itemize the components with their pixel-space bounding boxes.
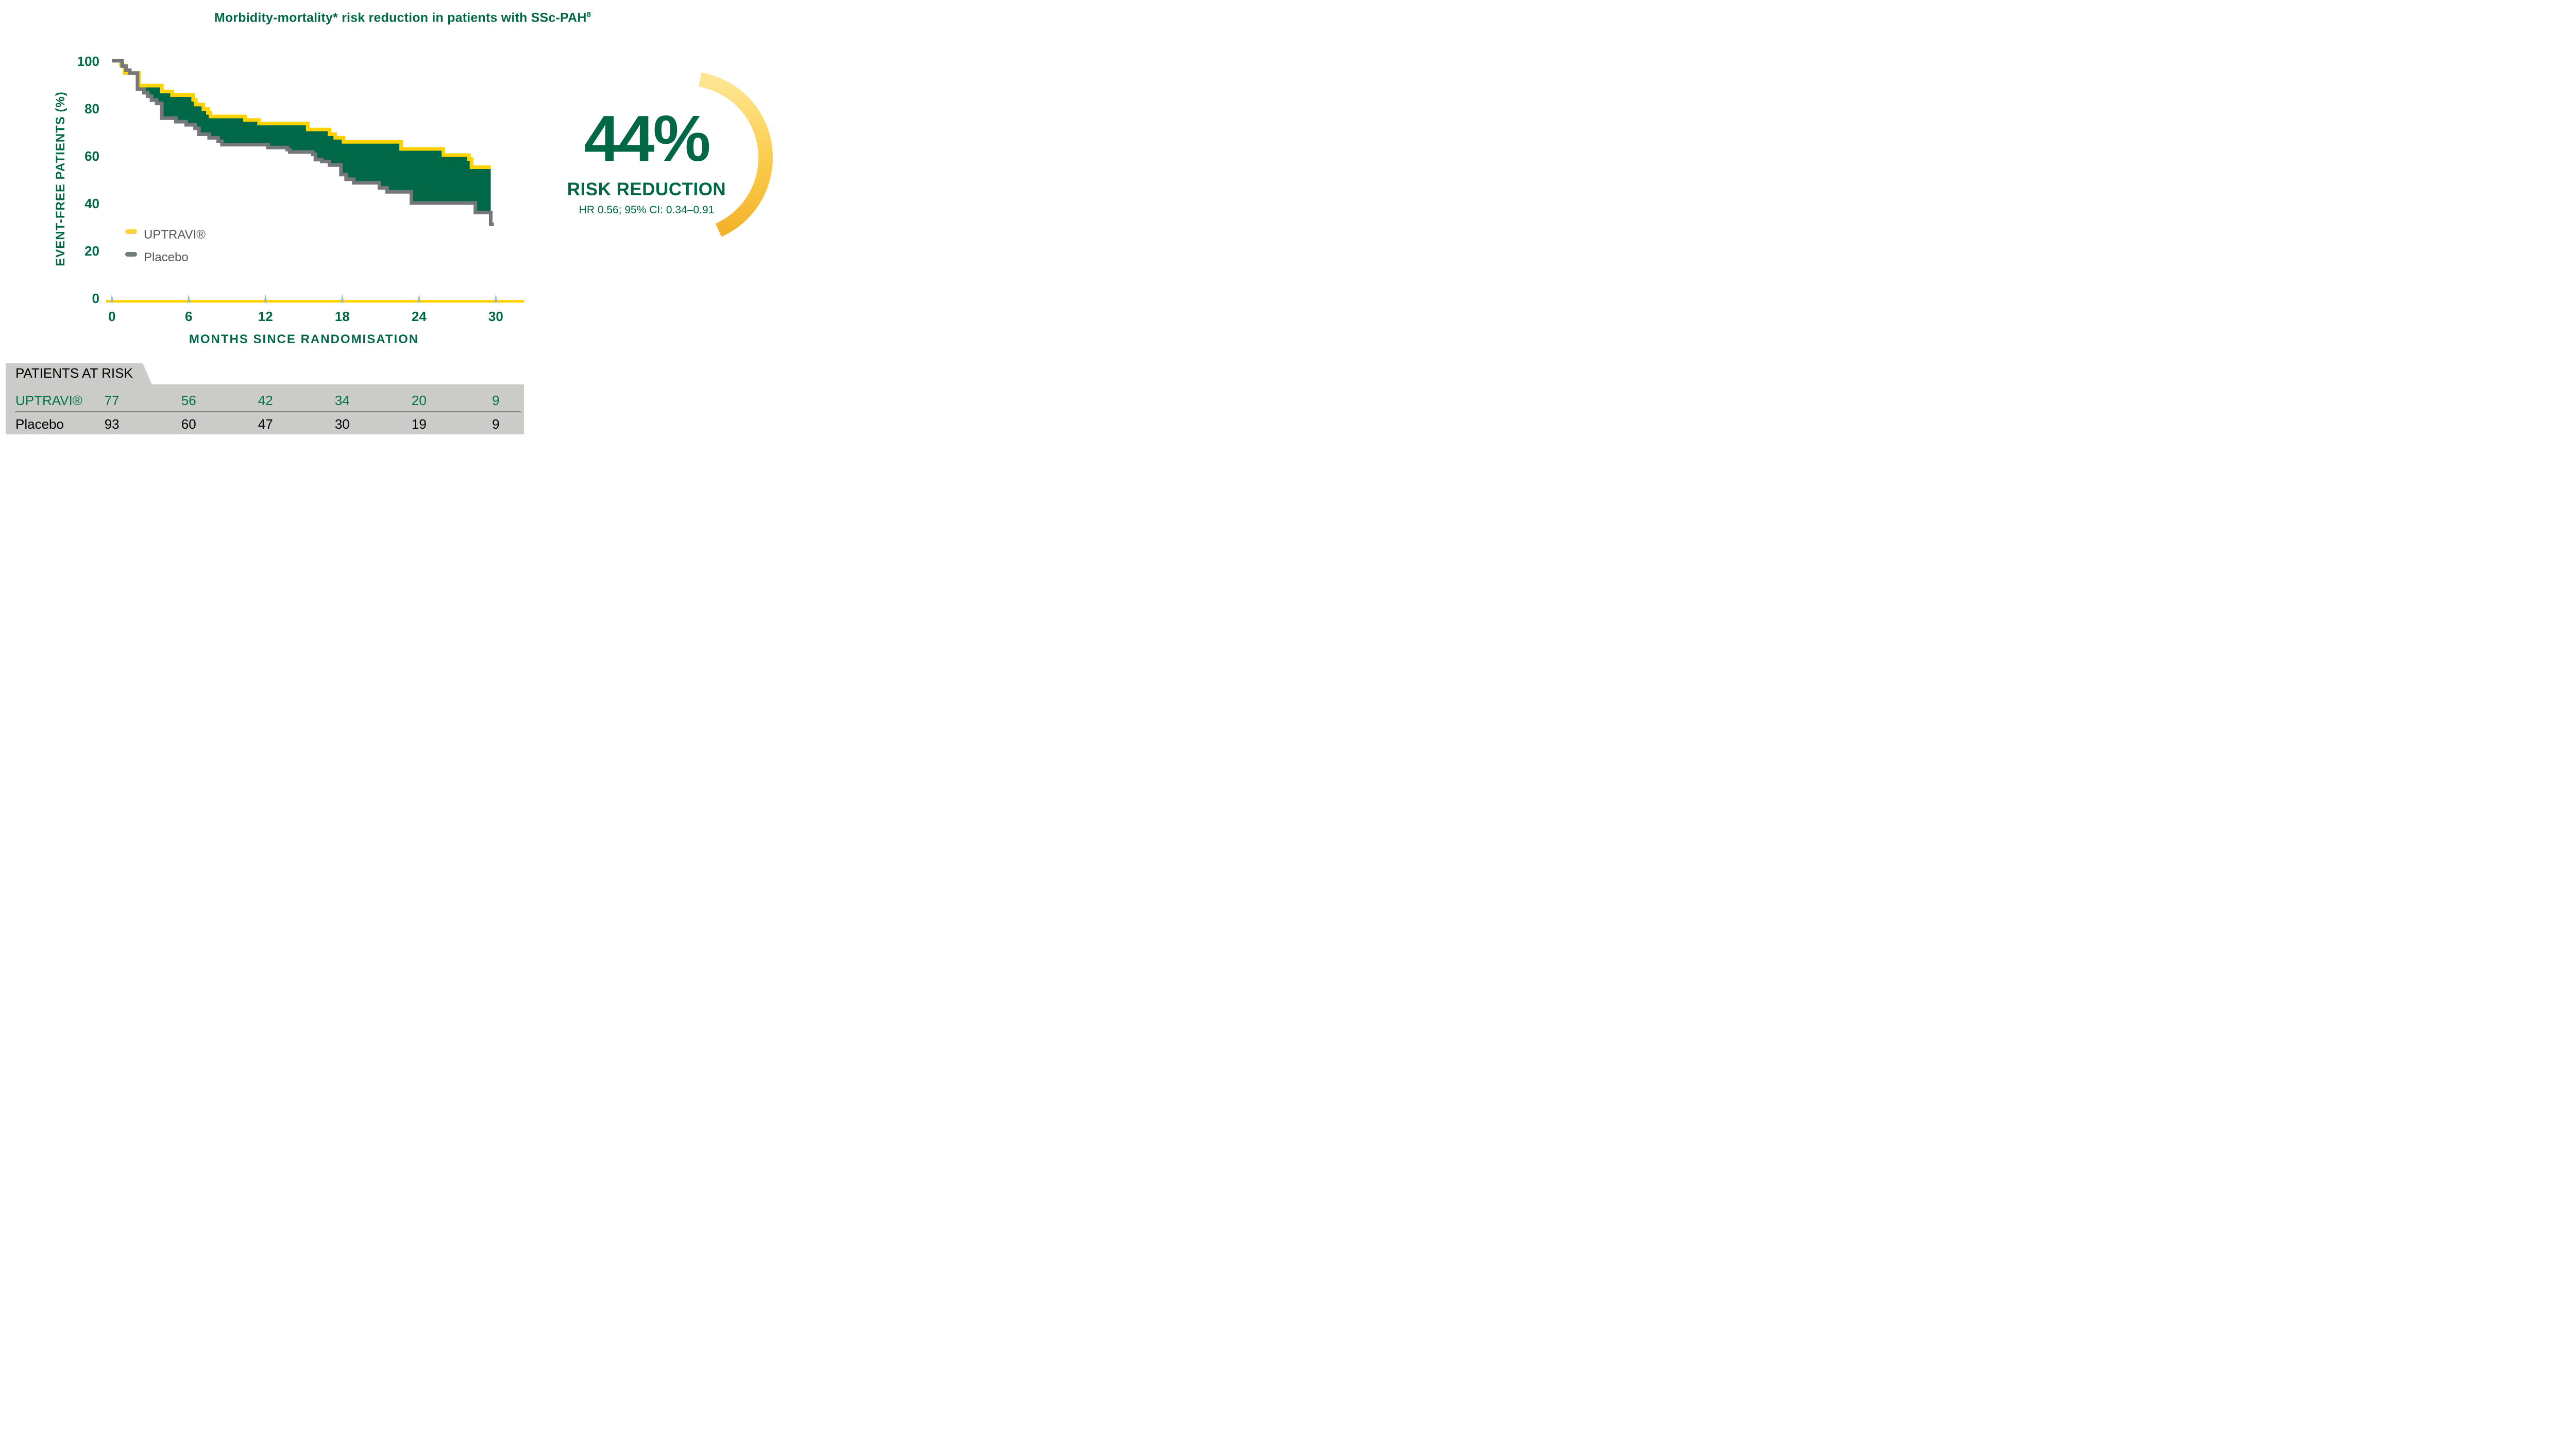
x-tick-label-24: 24 <box>411 309 427 324</box>
chart-title-superscript: 8 <box>586 10 591 19</box>
chart-title: Morbidity-mortality* risk reduction in p… <box>0 10 805 25</box>
risk-count-uptravi-month-24: 20 <box>411 393 427 408</box>
axis-tick-marker <box>263 294 267 303</box>
placebo-curve <box>112 59 494 226</box>
risk-count-uptravi-month-0: 77 <box>104 393 120 408</box>
x-tick-label-0: 0 <box>108 309 116 324</box>
risk-count-placebo-month-0: 93 <box>104 416 120 432</box>
risk-count-placebo-month-6: 60 <box>181 416 196 432</box>
axis-tick-marker <box>417 294 421 303</box>
y-tick-label-20: 20 <box>84 243 99 259</box>
chart-title-text: Morbidity-mortality* risk reduction in p… <box>214 10 587 25</box>
risk-count-placebo-month-30: 9 <box>492 416 500 432</box>
risk-reduction-label: RISK REDUCTION <box>567 179 726 199</box>
x-axis-title: MONTHS SINCE RANDOMISATION <box>189 332 419 346</box>
x-tick-label-6: 6 <box>185 309 193 324</box>
x-axis-bar <box>106 300 524 303</box>
risk-count-uptravi-month-30: 9 <box>492 393 500 408</box>
y-tick-label-60: 60 <box>84 148 99 164</box>
survival-chart <box>6 59 773 434</box>
axis-tick-marker <box>340 294 344 303</box>
y-tick-label-40: 40 <box>84 195 99 211</box>
risk-reduction-arc <box>699 72 773 237</box>
risk-count-placebo-month-12: 47 <box>258 416 273 432</box>
risk-row-label-uptravi: UPTRAVI® <box>15 393 82 408</box>
y-tick-label-100: 100 <box>77 53 99 69</box>
x-tick-label-18: 18 <box>334 309 350 324</box>
legend-label-uptravi: UPTRAVI® <box>144 228 206 242</box>
x-tick-label-30: 30 <box>488 309 503 324</box>
uptravi-curve <box>112 59 491 169</box>
axis-tick-marker <box>494 294 498 303</box>
y-tick-label-80: 80 <box>84 100 99 116</box>
risk-count-placebo-month-18: 30 <box>334 416 350 432</box>
legend-swatch-placebo <box>125 252 137 257</box>
axis-tick-marker <box>110 294 114 303</box>
legend-label-placebo: Placebo <box>144 250 189 264</box>
risk-row-label-placebo: Placebo <box>15 416 64 432</box>
legend-swatch-uptravi <box>125 229 137 234</box>
patients-at-risk-header: PATIENTS AT RISK <box>15 365 133 381</box>
y-axis-title: EVENT-FREE PATIENTS (%) <box>54 91 67 266</box>
x-tick-label-12: 12 <box>258 309 273 324</box>
risk-count-uptravi-month-12: 42 <box>258 393 273 408</box>
infographic-canvas: Morbidity-mortality* risk reduction in p… <box>0 0 805 453</box>
risk-count-uptravi-month-6: 56 <box>181 393 196 408</box>
y-tick-label-0: 0 <box>92 291 99 307</box>
axis-tick-marker <box>187 294 191 303</box>
risk-reduction-value: 44% <box>584 102 710 175</box>
hazard-ratio-detail: HR 0.56; 95% CI: 0.34–0.91 <box>579 204 715 216</box>
patients-at-risk-panel <box>6 363 524 434</box>
risk-count-uptravi-month-18: 34 <box>334 393 350 408</box>
risk-count-placebo-month-24: 19 <box>411 416 427 432</box>
